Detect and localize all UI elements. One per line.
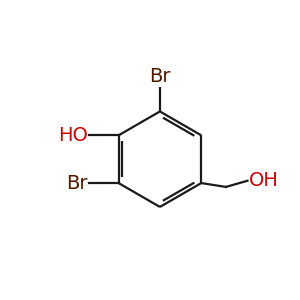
Text: OH: OH xyxy=(249,171,279,190)
Text: Br: Br xyxy=(66,174,88,193)
Text: Br: Br xyxy=(149,67,171,86)
Text: HO: HO xyxy=(58,126,88,145)
